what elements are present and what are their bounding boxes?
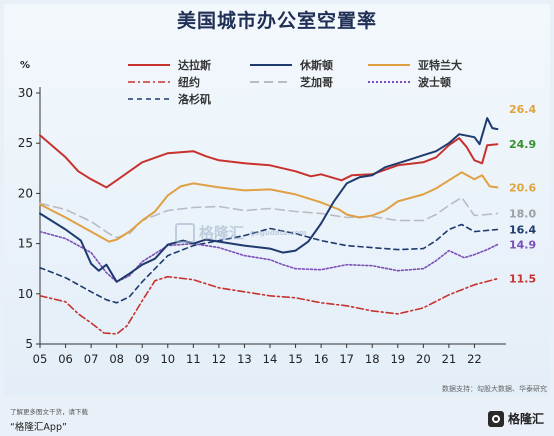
watermark-logo-icon (175, 222, 195, 243)
watermark: 格隆汇 gogudata.com (175, 222, 307, 243)
legend-label-losangeles: 洛杉矶 (178, 93, 211, 106)
chart-title: 美国城市办公室空置率 (176, 10, 377, 32)
watermark-url: gogudata.com (250, 228, 307, 237)
end-label-houston: 26.4 (509, 103, 536, 116)
end-label-losangeles: 16.4 (509, 224, 536, 237)
legend-swatch-newyork (128, 81, 170, 83)
x-tick-label-12: 12 (212, 352, 227, 366)
series-line-dallas (39, 134, 499, 189)
end-label-chicago: 18.0 (509, 207, 536, 220)
legend-label-newyork: 纽约 (178, 76, 200, 89)
x-tick-label-13: 13 (237, 352, 252, 366)
legend-item-atlanta: 亚特兰大 (368, 57, 462, 73)
legend-item-dallas: 达拉斯 (128, 57, 211, 73)
x-tick-label-08: 08 (109, 352, 124, 366)
footer-logo: 格隆汇 (488, 410, 544, 427)
x-tick-label-17: 17 (339, 352, 354, 366)
y-tick-label-30: 30 (18, 86, 33, 100)
series-line-chicago (39, 196, 499, 239)
series-line-houston (39, 117, 499, 283)
legend-label-houston: 休斯顿 (300, 59, 333, 72)
footer-logo-text: 格隆汇 (508, 412, 545, 426)
watermark-brand: 格隆汇 (199, 224, 245, 242)
x-tick-label-20: 20 (416, 352, 431, 366)
series-line-losangeles (39, 223, 499, 304)
legend-item-losangeles: 洛杉矶 (128, 91, 211, 107)
x-tick-label-06: 06 (58, 352, 73, 366)
x-tick-label-10: 10 (160, 352, 175, 366)
y-axis-unit: % (20, 60, 30, 71)
data-source: 数据支持：勾股大数据、华泰研究 (442, 385, 547, 393)
series-line-atlanta (39, 171, 499, 243)
x-tick-label-19: 19 (390, 352, 405, 366)
y-tick-label-25: 25 (18, 136, 33, 150)
end-label-newyork: 11.5 (509, 273, 536, 286)
legend-swatch-losangeles (128, 98, 170, 100)
legend-swatch-houston (250, 64, 292, 66)
footer-note: 了解更多图文干货，请下载 (10, 408, 88, 416)
legend-item-chicago: 芝加哥 (250, 74, 333, 90)
legend-swatch-chicago (250, 81, 292, 83)
legend-item-boston: 波士顿 (368, 74, 451, 90)
x-tick-label-22: 22 (467, 352, 482, 366)
end-label-boston: 14.9 (509, 239, 536, 252)
x-tick-label-18: 18 (365, 352, 380, 366)
chart-end-labels: 24.9 26.4 20.6 11.5 18.0 14.9 16.4 (509, 103, 536, 286)
series-line-newyork (39, 275, 499, 335)
end-label-dallas: 24.9 (509, 138, 536, 151)
legend-label-dallas: 达拉斯 (178, 59, 211, 72)
x-tick-label-05: 05 (33, 352, 48, 366)
legend-label-boston: 波士顿 (418, 76, 451, 89)
x-tick-label-09: 09 (135, 352, 150, 366)
x-tick-label-15: 15 (288, 352, 303, 366)
y-tick-label-15: 15 (18, 237, 33, 251)
x-tick-label-07: 07 (84, 352, 99, 366)
legend-item-houston: 休斯顿 (250, 57, 333, 73)
end-label-atlanta: 20.6 (509, 181, 536, 194)
legend-swatch-atlanta (368, 64, 410, 66)
y-tick-label-5: 5 (25, 337, 33, 351)
chart-lines (39, 117, 499, 335)
footer-app-name: “格隆汇App” (10, 422, 67, 433)
x-tick-label-14: 14 (263, 352, 278, 366)
line-chart: 5 10 15 20 25 30% 05 06 07 08 09 10 11 12 13 14 15 16 17 18… (18, 60, 537, 366)
chart-axes: 5 10 15 20 25 30% 05 06 07 08 09 10 11 12 13 14 15 16 17 18… (18, 60, 506, 366)
legend-swatch-boston (368, 81, 410, 83)
legend-label-chicago: 芝加哥 (300, 76, 333, 89)
x-tick-label-16: 16 (314, 352, 329, 366)
legend-swatch-dallas (128, 64, 170, 66)
legend-label-atlanta: 亚特兰大 (418, 59, 462, 72)
legend-item-newyork: 纽约 (128, 74, 200, 90)
y-tick-label-20: 20 (18, 186, 33, 200)
x-tick-label-11: 11 (186, 352, 201, 366)
x-tick-label-21: 21 (442, 352, 457, 366)
y-tick-label-10: 10 (18, 287, 33, 301)
brand-logo-icon (488, 410, 504, 427)
